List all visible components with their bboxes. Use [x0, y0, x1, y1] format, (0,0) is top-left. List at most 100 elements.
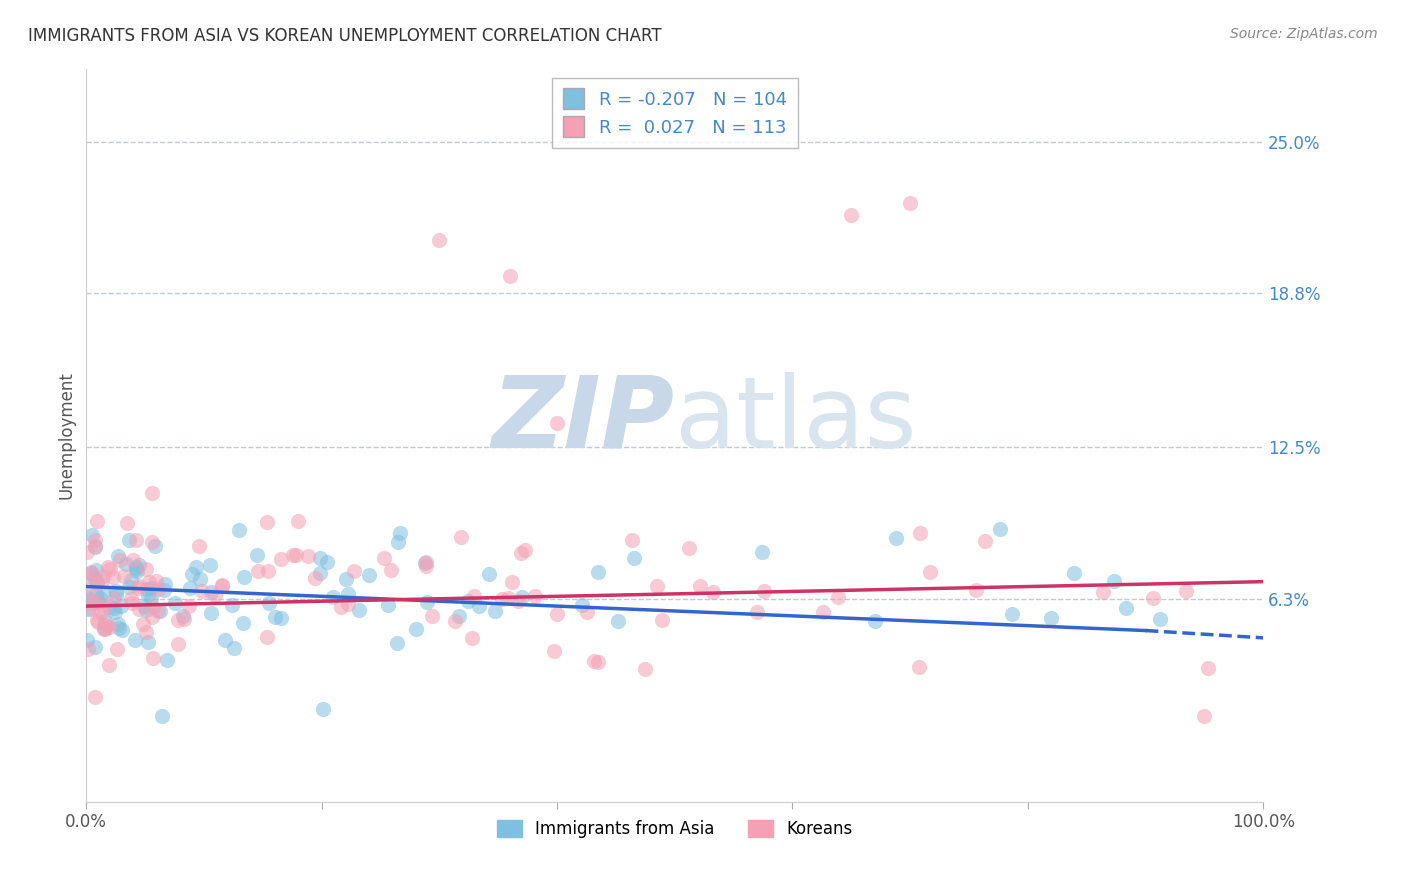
Point — [111, 623, 134, 637]
Point — [373, 551, 395, 566]
Point — [118, 581, 141, 595]
Point — [232, 570, 254, 584]
Point — [125, 533, 148, 548]
Point — [513, 542, 536, 557]
Point — [416, 595, 439, 609]
Point — [146, 582, 169, 597]
Point — [510, 546, 533, 560]
Point — [93, 599, 115, 614]
Point — [104, 588, 127, 602]
Point — [898, 195, 921, 210]
Point — [76, 591, 98, 605]
Point — [211, 579, 233, 593]
Point — [546, 416, 568, 430]
Point — [405, 623, 427, 637]
Point — [148, 604, 170, 618]
Point — [257, 564, 280, 578]
Point — [387, 535, 409, 549]
Point — [80, 565, 103, 579]
Point — [304, 571, 326, 585]
Point — [97, 619, 120, 633]
Point — [508, 594, 530, 608]
Point — [76, 545, 98, 559]
Point — [139, 582, 162, 596]
Point — [499, 269, 522, 284]
Point — [181, 567, 204, 582]
Point — [1104, 574, 1126, 588]
Point — [335, 572, 357, 586]
Point — [491, 591, 513, 606]
Point — [415, 559, 437, 574]
Point — [1001, 607, 1024, 621]
Point — [387, 636, 409, 650]
Point — [228, 523, 250, 537]
Point — [651, 613, 673, 627]
Point — [457, 594, 479, 608]
Point — [461, 631, 484, 645]
Point — [263, 609, 285, 624]
Point — [1040, 611, 1063, 625]
Point — [110, 553, 132, 567]
Point — [484, 603, 506, 617]
Point — [128, 602, 150, 616]
Text: atlas: atlas — [675, 372, 917, 469]
Point — [94, 618, 117, 632]
Point — [153, 583, 176, 598]
Point — [1091, 585, 1114, 599]
Point — [105, 583, 128, 598]
Point — [388, 526, 411, 541]
Point — [413, 556, 436, 570]
Legend: Immigrants from Asia, Koreans: Immigrants from Asia, Koreans — [491, 813, 859, 845]
Point — [83, 571, 105, 585]
Point — [811, 606, 834, 620]
Point — [145, 574, 167, 588]
Point — [97, 560, 120, 574]
Point — [586, 655, 609, 669]
Point — [270, 551, 292, 566]
Point — [256, 515, 278, 529]
Point — [357, 568, 380, 582]
Point — [575, 605, 598, 619]
Point — [974, 534, 997, 549]
Point — [90, 606, 112, 620]
Point — [186, 559, 208, 574]
Point — [415, 555, 437, 569]
Point — [110, 599, 132, 613]
Point — [112, 568, 135, 582]
Point — [343, 564, 366, 578]
Point — [1174, 584, 1197, 599]
Point — [84, 690, 107, 704]
Point — [138, 574, 160, 589]
Point — [134, 599, 156, 613]
Point — [104, 605, 127, 619]
Point — [94, 614, 117, 628]
Point — [543, 644, 565, 658]
Point — [1115, 600, 1137, 615]
Point — [463, 589, 485, 603]
Point — [143, 539, 166, 553]
Point — [246, 564, 269, 578]
Point — [200, 606, 222, 620]
Point — [84, 587, 107, 601]
Point — [309, 566, 332, 580]
Point — [583, 653, 606, 667]
Point — [863, 614, 886, 628]
Point — [80, 596, 103, 610]
Point — [80, 566, 103, 581]
Point — [101, 569, 124, 583]
Point — [747, 605, 769, 619]
Point — [76, 632, 98, 647]
Point — [103, 591, 125, 606]
Point — [420, 609, 443, 624]
Point — [224, 640, 246, 655]
Point — [214, 632, 236, 647]
Point — [839, 208, 862, 222]
Point — [86, 613, 108, 627]
Point — [221, 598, 243, 612]
Point — [91, 569, 114, 583]
Point — [1197, 661, 1219, 675]
Point — [501, 574, 523, 589]
Point — [702, 585, 724, 599]
Point — [510, 590, 533, 604]
Point — [128, 579, 150, 593]
